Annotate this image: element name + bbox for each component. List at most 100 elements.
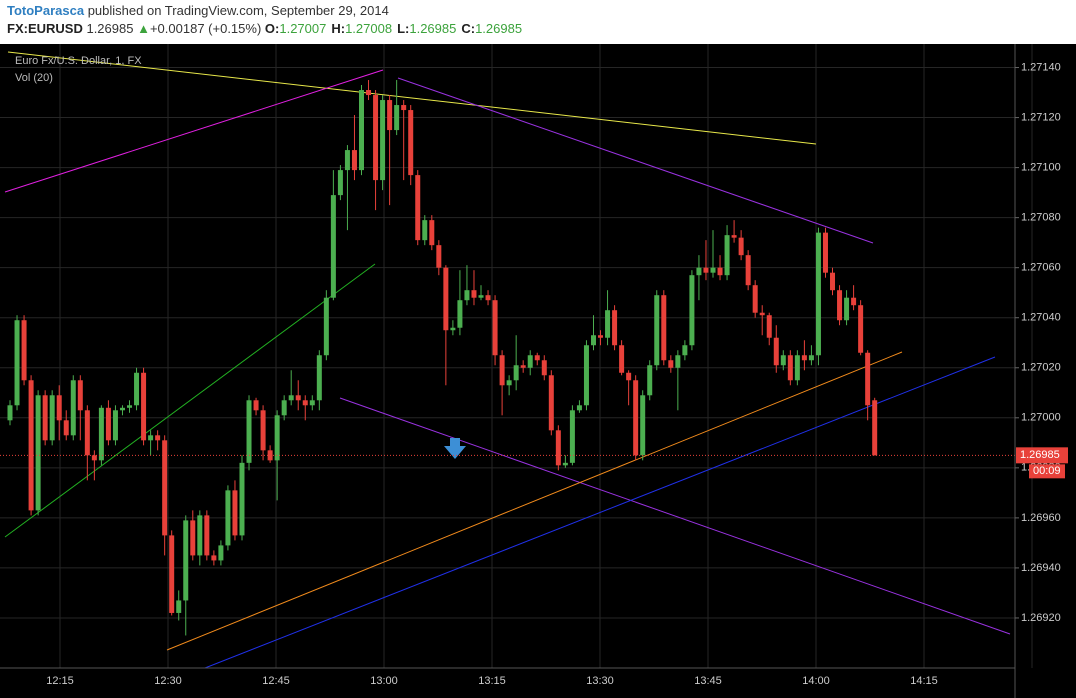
ohlc-value: 1.26985 — [475, 21, 523, 36]
candle-body — [731, 235, 737, 238]
candle-body — [675, 355, 681, 368]
candle-body — [176, 600, 182, 613]
candle-body — [288, 395, 294, 401]
x-tick-label: 14:15 — [910, 675, 938, 687]
countdown: 00:09 — [1033, 465, 1061, 477]
candle-body — [77, 380, 83, 411]
candle-body — [232, 490, 238, 536]
candle-body — [429, 220, 435, 246]
trend-line[interactable] — [339, 397, 1011, 635]
candle-body — [387, 100, 393, 131]
candle-body — [7, 405, 13, 421]
chart: Euro Fx/U.S. Dollar, 1, FX Vol (20) 1.26… — [0, 44, 1076, 698]
y-tick-label: 1.27000 — [1021, 412, 1061, 424]
ohlc-label: H: — [331, 21, 346, 36]
legend-volume: Vol (20) — [15, 72, 53, 84]
candle-body — [773, 337, 779, 366]
arrow: ▲ — [137, 21, 150, 36]
candle-body — [401, 105, 407, 111]
y-tick-label: 1.27080 — [1021, 212, 1061, 224]
trend-line[interactable] — [204, 356, 996, 668]
trend-line[interactable] — [397, 77, 874, 244]
candle-body — [330, 195, 336, 298]
candle-body — [562, 462, 568, 466]
candle-body — [752, 285, 758, 313]
candle-body — [112, 410, 118, 441]
header: TotoParasca published on TradingView.com… — [0, 0, 1076, 44]
y-tick-label: 1.26920 — [1021, 612, 1061, 624]
candle-body — [415, 175, 421, 241]
candle-body — [337, 170, 343, 196]
grid — [0, 44, 1033, 668]
candle-body — [373, 95, 379, 181]
trend-line[interactable] — [4, 69, 384, 193]
ohlc-label: O: — [264, 21, 280, 36]
author[interactable]: TotoParasca — [7, 3, 85, 18]
candle-body — [633, 380, 639, 456]
candle-body — [766, 315, 772, 338]
candle-body — [478, 295, 484, 298]
candle-body — [134, 372, 140, 406]
candle-body — [309, 400, 315, 406]
trend-line[interactable] — [166, 351, 903, 651]
candle-body — [619, 345, 625, 373]
candle-body — [127, 405, 133, 408]
x-tick-label: 13:30 — [586, 675, 614, 687]
candle-body — [28, 380, 34, 511]
candle-body — [717, 267, 723, 276]
price-label-box — [1016, 447, 1068, 464]
candle-body — [830, 272, 836, 291]
candle-body — [119, 407, 125, 411]
ohlc-value: 1.27007 — [279, 21, 327, 36]
candle-body — [506, 380, 512, 386]
y-tick-label: 1.27020 — [1021, 362, 1061, 374]
candle-body — [295, 395, 301, 401]
y-tick-label: 1.27040 — [1021, 312, 1061, 324]
candle-body — [626, 372, 632, 381]
candle-body — [183, 520, 189, 601]
x-tick-label: 13:00 — [370, 675, 398, 687]
candle-body — [837, 290, 843, 321]
y-tick-label: 1.26960 — [1021, 512, 1061, 524]
x-tick-label: 14:00 — [802, 675, 830, 687]
candle-body — [239, 462, 245, 536]
candle-body — [380, 100, 386, 181]
candle-body — [541, 360, 547, 376]
arrow-marker[interactable] — [444, 438, 466, 459]
candle-body — [808, 355, 814, 361]
ohlc-label: C: — [461, 21, 476, 36]
x-tick-label: 12:30 — [154, 675, 182, 687]
candle-body — [274, 415, 280, 461]
axes: 1.269201.269401.269601.269801.270001.270… — [46, 61, 1068, 687]
candle-body — [42, 395, 48, 441]
candle-body — [436, 245, 442, 268]
candle-body — [91, 455, 97, 461]
candle-body — [443, 267, 449, 331]
candle-body — [583, 345, 589, 406]
last-price: 1.26985 — [86, 21, 134, 36]
candle-body — [14, 320, 20, 406]
candle-body — [745, 255, 751, 286]
candle-body — [822, 232, 828, 273]
candle-body — [569, 410, 575, 463]
trend-line[interactable] — [4, 263, 376, 538]
candle-body — [323, 297, 329, 356]
trend-line[interactable] — [7, 51, 817, 145]
candle-body — [351, 150, 357, 171]
candle-body — [394, 105, 400, 131]
candle-body — [703, 267, 709, 273]
candle-body — [218, 545, 224, 561]
y-tick-label: 1.27120 — [1021, 111, 1061, 123]
candle-body — [738, 237, 744, 256]
candle-body — [148, 435, 154, 441]
candle-body — [253, 400, 259, 411]
countdown-box — [1029, 464, 1065, 479]
candle-body — [872, 400, 878, 456]
ohlc-label: L: — [397, 21, 410, 36]
candle-body — [851, 297, 857, 306]
candle-body — [555, 430, 561, 466]
drawings — [4, 51, 1011, 668]
candle-body — [471, 290, 477, 298]
candle-body — [141, 372, 147, 441]
